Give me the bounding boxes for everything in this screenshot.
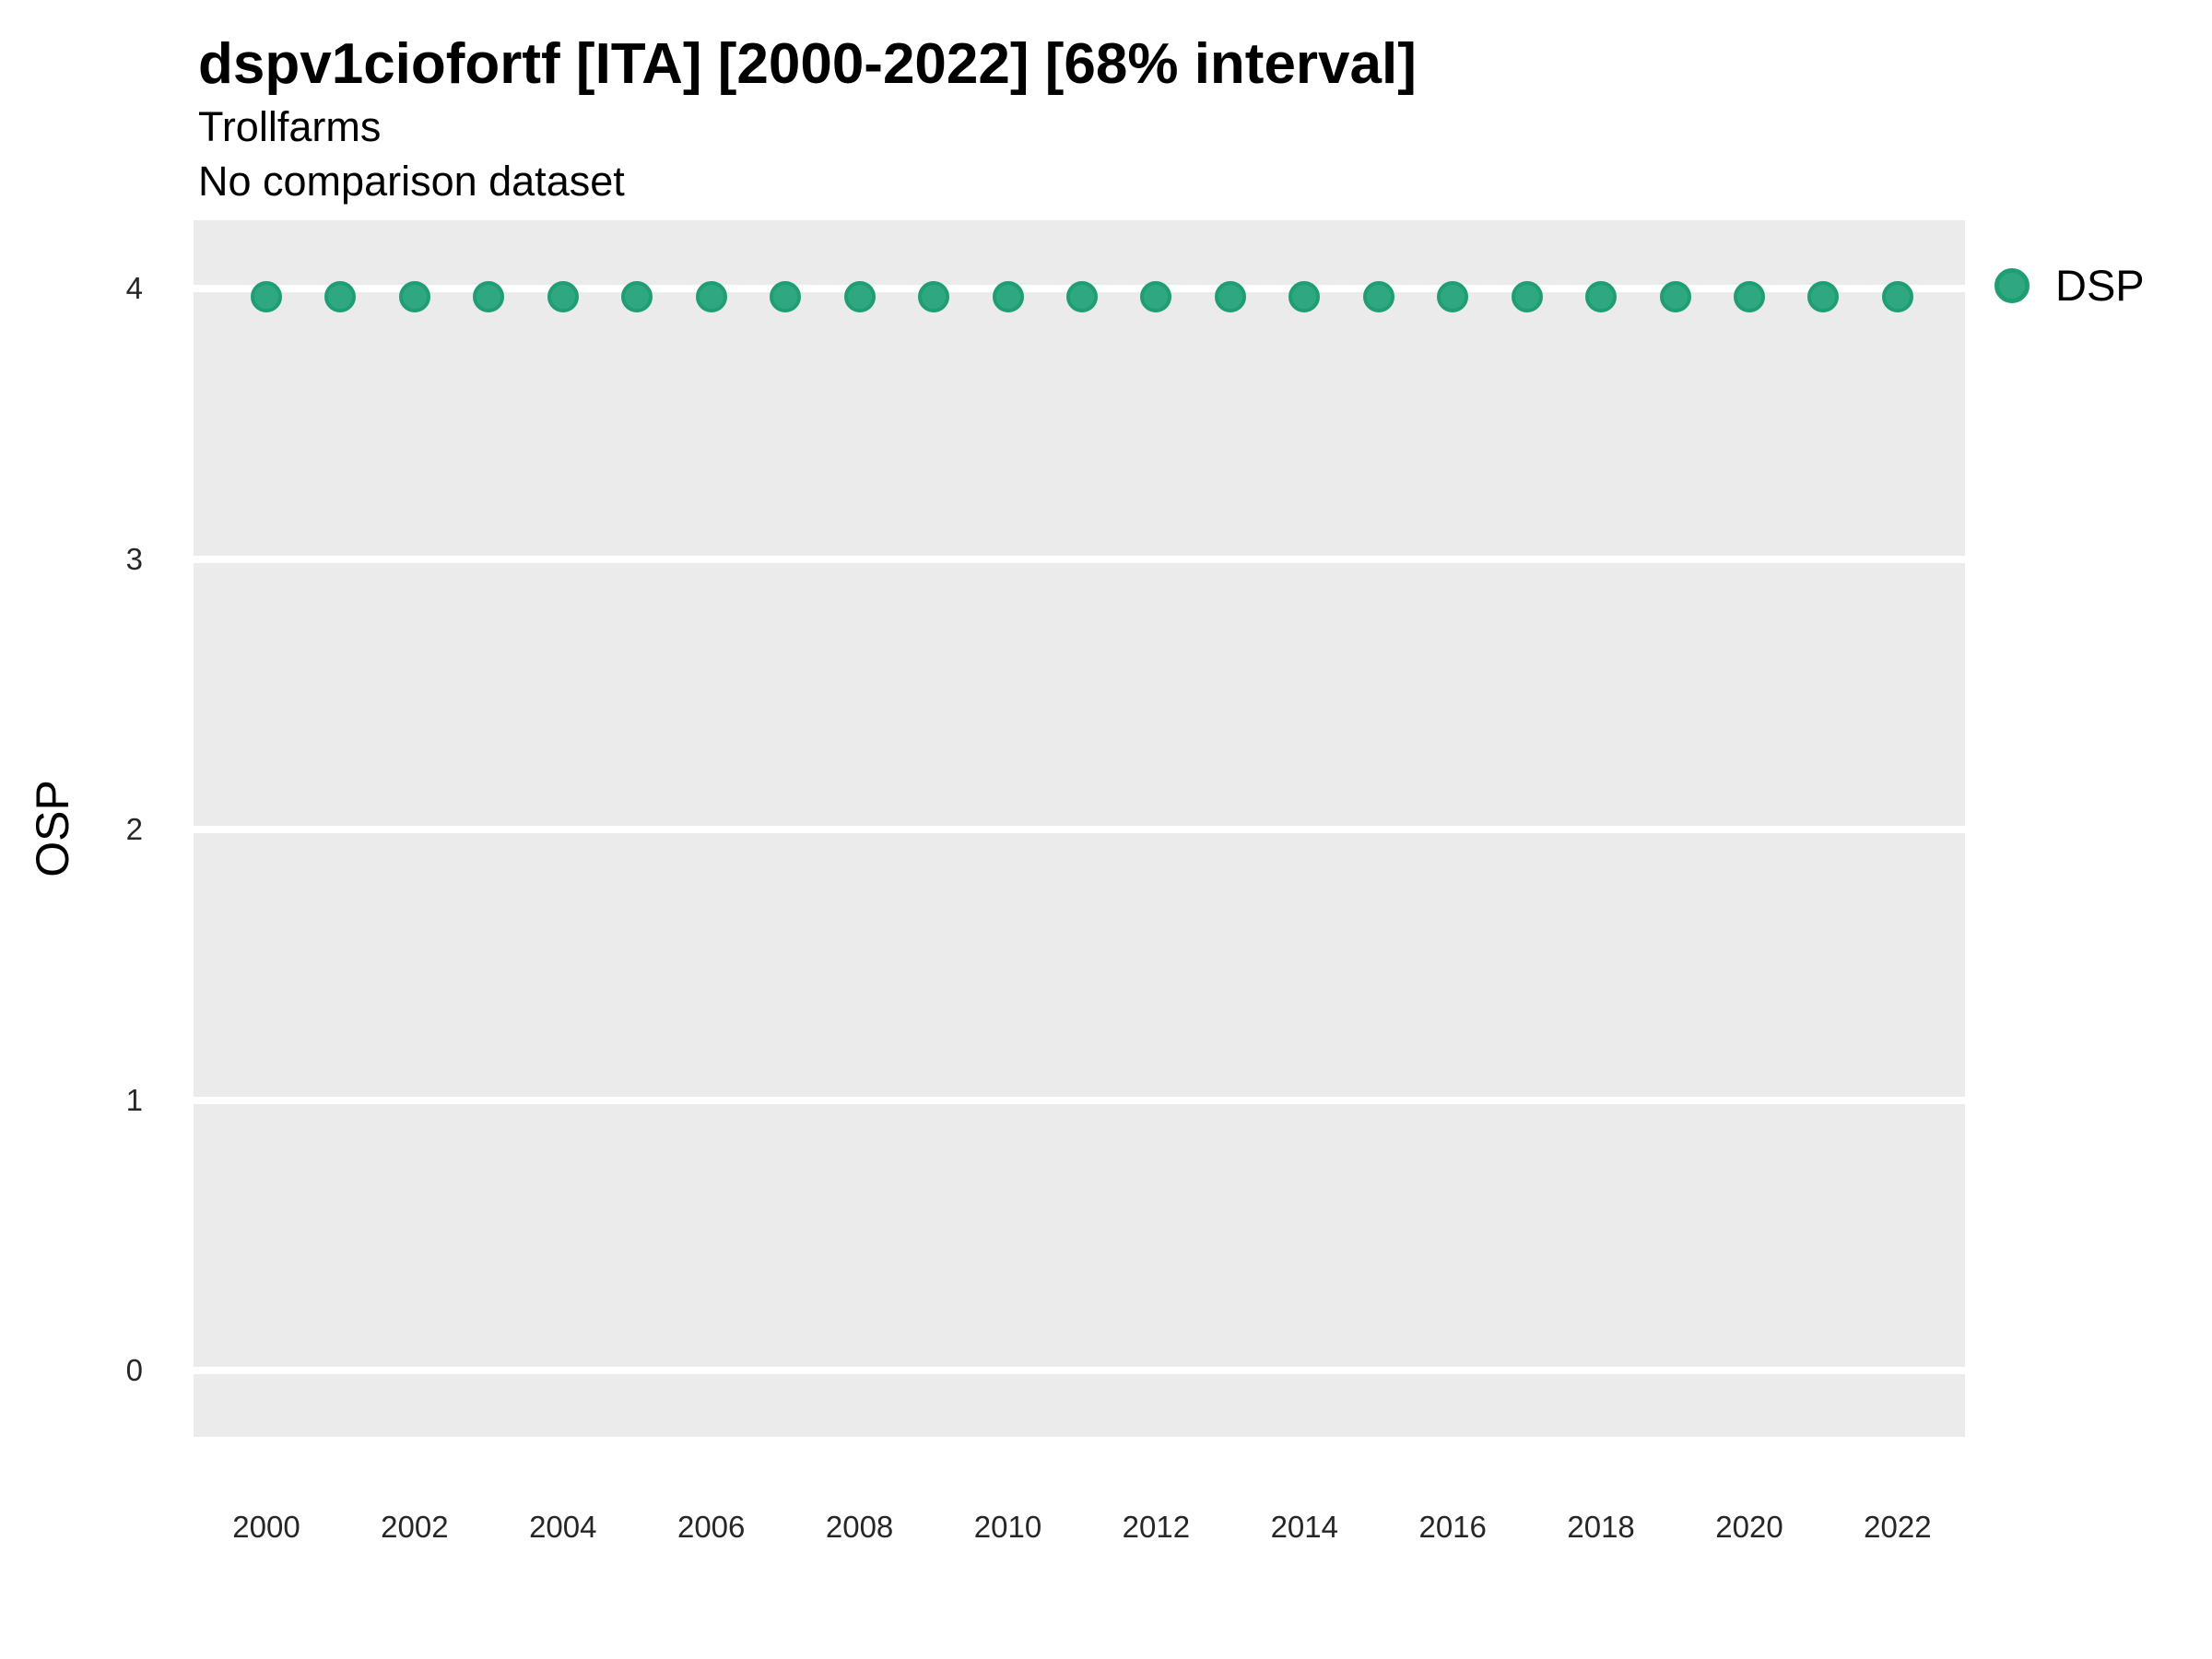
legend-label: DSP [2055, 261, 2145, 310]
y-tick-label-2: 2 [125, 812, 143, 846]
data-point-DSP-2000 [251, 280, 282, 312]
data-point-DSP-2004 [547, 280, 579, 312]
data-point-DSP-2018 [1585, 280, 1618, 312]
x-tick-label-2016: 2016 [1418, 1510, 1487, 1544]
gridline-y-1 [194, 1096, 1965, 1104]
legend: DSP [1994, 260, 2145, 311]
x-tick-label-2012: 2012 [1122, 1510, 1191, 1544]
x-tick-label-2022: 2022 [1864, 1510, 1932, 1544]
data-point-DSP-2002 [398, 280, 430, 312]
chart-subtitle: Trollfarms [198, 103, 382, 150]
y-tick-label-4: 4 [125, 271, 143, 305]
data-point-DSP-2007 [770, 280, 802, 312]
y-tick-label-3: 3 [125, 541, 143, 576]
data-point-DSP-2006 [695, 280, 727, 312]
data-point-DSP-2011 [1065, 280, 1098, 312]
gridline-y-3 [194, 555, 1965, 563]
x-tick-label-2018: 2018 [1567, 1510, 1635, 1544]
x-tick-label-2010: 2010 [973, 1510, 1042, 1544]
data-point-DSP-2019 [1659, 280, 1691, 312]
data-point-DSP-2012 [1140, 280, 1172, 312]
data-point-DSP-2022 [1881, 280, 1913, 312]
data-point-DSP-2010 [992, 280, 1024, 312]
x-tick-label-2004: 2004 [529, 1510, 597, 1544]
x-tick-label-2020: 2020 [1715, 1510, 1783, 1544]
x-tick-label-2008: 2008 [825, 1510, 894, 1544]
legend-point-icon [1994, 267, 2030, 303]
data-point-DSP-2015 [1362, 280, 1394, 312]
plot-panel [194, 220, 1965, 1437]
y-tick-label-0: 0 [125, 1353, 143, 1387]
x-tick-label-2002: 2002 [381, 1510, 449, 1544]
x-tick-label-2000: 2000 [232, 1510, 300, 1544]
data-point-DSP-2021 [1807, 280, 1840, 312]
comparison-note: No comparison dataset [198, 158, 625, 205]
gridline-y-2 [194, 826, 1965, 833]
chart-title: dspv1ciofortf [ITA] [2000-2022] [68% int… [198, 32, 1417, 96]
data-point-DSP-2016 [1437, 280, 1469, 312]
data-point-DSP-2013 [1214, 280, 1246, 312]
x-tick-label-2014: 2014 [1270, 1510, 1338, 1544]
data-point-DSP-2001 [324, 280, 357, 312]
data-point-DSP-2005 [621, 280, 653, 312]
data-point-DSP-2014 [1288, 280, 1321, 312]
data-point-DSP-2020 [1734, 280, 1765, 312]
gridline-y-0 [194, 1367, 1965, 1374]
data-point-DSP-2017 [1511, 280, 1543, 312]
y-tick-label-1: 1 [125, 1082, 143, 1117]
data-point-DSP-2003 [473, 280, 505, 312]
data-point-DSP-2008 [843, 280, 876, 312]
data-point-DSP-2009 [918, 280, 950, 312]
x-tick-label-2006: 2006 [677, 1510, 746, 1544]
